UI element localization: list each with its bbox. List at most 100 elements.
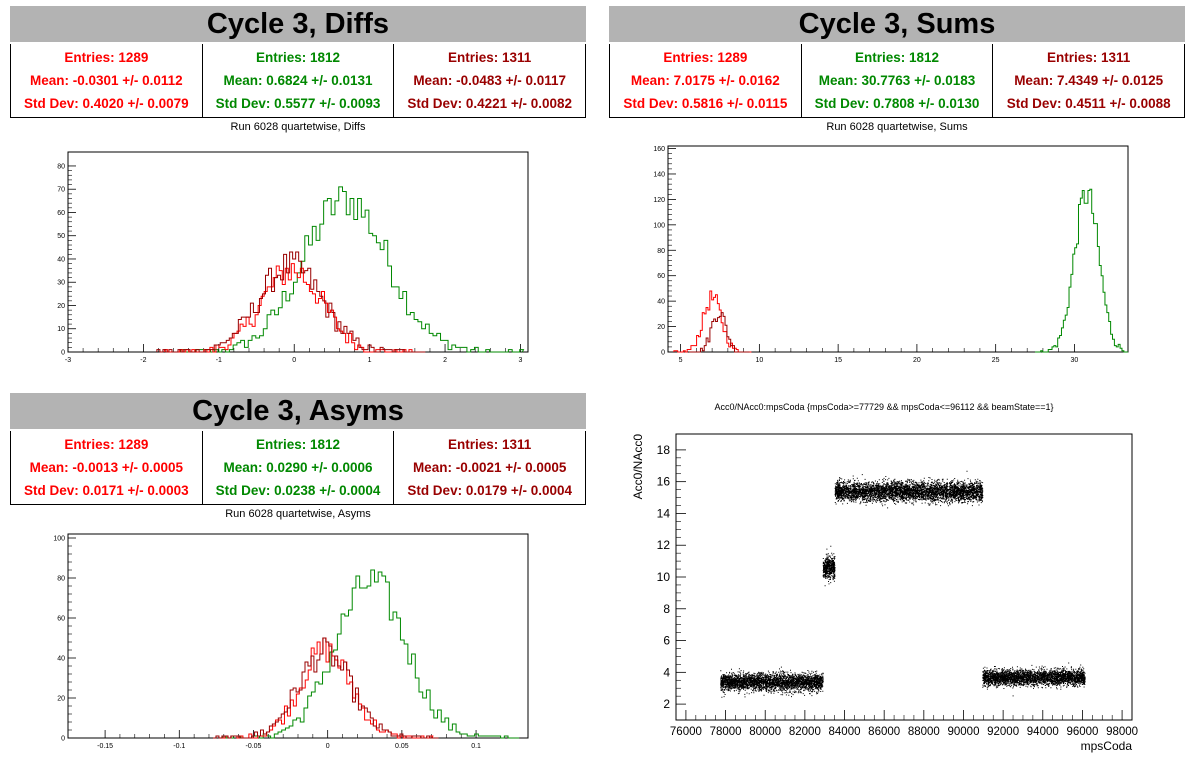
x-tick-label: 86000 xyxy=(868,726,900,738)
scatter-title: Acc0/NAcc0:mpsCoda {mpsCoda>=77729 && mp… xyxy=(714,402,1053,412)
y-tick-label: 20 xyxy=(657,324,665,331)
stats-cell-green: Entries: 1812 Mean: 30.7763 +/- 0.0183 S… xyxy=(802,44,994,117)
mean-text: Mean: 0.0290 +/- 0.0006 xyxy=(223,460,373,475)
y-tick-label: 0 xyxy=(61,350,65,357)
x-tick-label: 5 xyxy=(679,357,683,364)
y-tick-label: 0 xyxy=(61,736,65,743)
std-text: Std Dev: 0.4020 +/- 0.0079 xyxy=(23,96,189,111)
x-tick-label: -0.15 xyxy=(97,743,113,750)
y-tick-label: 20 xyxy=(57,696,65,703)
entries-text: Entries: 1812 xyxy=(255,50,341,65)
std-text: Std Dev: 0.5577 +/- 0.0093 xyxy=(215,96,381,111)
y-tick-label: 100 xyxy=(53,536,65,543)
histogram-red xyxy=(673,290,752,353)
acc0-scatter-plot: Acc0/NAcc0:mpsCoda {mpsCoda>=77729 && mp… xyxy=(631,402,1138,753)
y-tick-label: 80 xyxy=(57,576,65,583)
histogram-darkred xyxy=(213,637,439,739)
x-tick-label: 90000 xyxy=(947,726,979,738)
y-tick-label: 50 xyxy=(57,233,65,240)
y-tick-label: 0 xyxy=(661,350,665,357)
x-tick-label: 84000 xyxy=(829,726,861,738)
diffs-histogram: 0 10 20 30 40 50 60 70 80 -3 -2 -1 0 1 2 3 xyxy=(57,151,529,364)
std-text: Std Dev: 0.0238 +/- 0.0004 xyxy=(215,483,381,498)
y-tick-label: 10 xyxy=(57,326,65,333)
sums-subtitle: Run 6028 quartetwise, Sums xyxy=(826,121,968,133)
x-tick-label: 0.1 xyxy=(471,743,481,750)
mean-text: Mean: -0.0021 +/- 0.0005 xyxy=(412,460,567,475)
histogram-red xyxy=(164,263,422,353)
histogram-green xyxy=(221,569,520,739)
y-tick-label: 8 xyxy=(663,602,670,616)
x-tick-label: -1 xyxy=(216,357,222,364)
y-tick-label: 30 xyxy=(57,280,65,287)
mean-text: Mean: -0.0483 +/- 0.0117 xyxy=(413,73,567,88)
x-tick-label: 96000 xyxy=(1066,726,1098,738)
x-tick-label: 98000 xyxy=(1106,726,1138,738)
y-tick-label: 14 xyxy=(657,506,671,520)
plot-frame xyxy=(67,151,529,353)
std-text: Std Dev: 0.0171 +/- 0.0003 xyxy=(23,483,189,498)
x-tick-label: 30 xyxy=(1071,357,1079,364)
stats-cell-red: Entries: 1289 Mean: 7.0175 +/- 0.0162 St… xyxy=(610,44,802,117)
x-tick-label: 15 xyxy=(834,357,842,364)
y-tick-label: 12 xyxy=(657,538,671,552)
x-tick-label: 0 xyxy=(292,357,296,364)
stats-cell-darkred: Entries: 1311 Mean: 7.4349 +/- 0.0125 St… xyxy=(993,44,1184,117)
stats-cell-green: Entries: 1812 Mean: 0.6824 +/- 0.0131 St… xyxy=(203,44,395,117)
std-text: Std Dev: 0.0179 +/- 0.0004 xyxy=(407,483,573,498)
mean-text: Mean: 30.7763 +/- 0.0183 xyxy=(818,73,976,88)
asyms-stats-box: Entries: 1289 Mean: -0.0013 +/- 0.0005 S… xyxy=(10,431,586,505)
stats-cell-darkred: Entries: 1311 Mean: -0.0021 +/- 0.0005 S… xyxy=(394,431,585,504)
y-tick-label: 60 xyxy=(57,616,65,623)
y-tick-label: 140 xyxy=(653,171,665,178)
y-tick-label: 160 xyxy=(653,146,665,153)
y-axis-label: Acc0/NAcc0 xyxy=(631,434,645,500)
x-tick-label: -2 xyxy=(140,357,146,364)
std-text: Std Dev: 0.4221 +/- 0.0082 xyxy=(407,96,573,111)
x-tick-label: -0.1 xyxy=(173,743,185,750)
y-tick-label: 40 xyxy=(657,299,665,306)
std-text: Std Dev: 0.4511 +/- 0.0088 xyxy=(1006,96,1171,111)
y-tick-label: 4 xyxy=(663,665,670,679)
y-tick-label: 80 xyxy=(57,163,65,170)
x-tick-label: 0.05 xyxy=(395,743,409,750)
std-text: Std Dev: 0.5816 +/- 0.0115 xyxy=(623,96,788,111)
x-tick-label: -3 xyxy=(65,357,71,364)
asyms-histogram: 0 20 40 60 80 100 -0.15 -0.1 -0.05 0 0.05 0.1 xyxy=(53,533,529,750)
histogram-green xyxy=(169,186,525,353)
histogram-darkred xyxy=(689,312,750,353)
histogram-red xyxy=(219,637,434,739)
asyms-banner: Cycle 3, Asyms xyxy=(10,393,586,429)
entries-text: Entries: 1289 xyxy=(64,437,149,452)
diffs-subtitle: Run 6028 quartetwise, Diffs xyxy=(230,121,366,133)
x-tick-label: 0 xyxy=(326,743,330,750)
y-tick-label: 16 xyxy=(657,475,671,489)
entries-text: Entries: 1812 xyxy=(255,437,341,452)
x-tick-label: 94000 xyxy=(1027,726,1059,738)
x-tick-label: 78000 xyxy=(710,726,742,738)
x-tick-label: 20 xyxy=(913,357,921,364)
sums-stats-box: Entries: 1289 Mean: 7.0175 +/- 0.0162 St… xyxy=(609,44,1185,118)
x-tick-label: 10 xyxy=(755,357,763,364)
y-tick-label: 40 xyxy=(57,256,65,263)
y-tick-label: 120 xyxy=(653,197,665,204)
y-tick-label: 80 xyxy=(657,248,665,255)
stats-cell-red: Entries: 1289 Mean: -0.0013 +/- 0.0005 S… xyxy=(11,431,203,504)
x-tick-label: 76000 xyxy=(670,726,702,738)
x-tick-label: 88000 xyxy=(908,726,940,738)
entries-text: Entries: 1311 xyxy=(448,50,532,65)
diffs-banner: Cycle 3, Diffs xyxy=(10,6,586,42)
mean-text: Mean: -0.0013 +/- 0.0005 xyxy=(29,460,184,475)
y-tick-label: 60 xyxy=(657,273,665,280)
entries-text: Entries: 1812 xyxy=(854,50,940,65)
y-tick-label: 2 xyxy=(663,697,670,711)
entries-text: Entries: 1311 xyxy=(1047,50,1131,65)
y-tick-label: 18 xyxy=(657,443,671,457)
stats-cell-red: Entries: 1289 Mean: -0.0301 +/- 0.0112 S… xyxy=(11,44,203,117)
x-tick-label: 82000 xyxy=(789,726,821,738)
entries-text: Entries: 1311 xyxy=(448,437,532,452)
y-tick-label: 20 xyxy=(57,303,65,310)
stats-cell-darkred: Entries: 1311 Mean: -0.0483 +/- 0.0117 S… xyxy=(394,44,585,117)
x-tick-label: 92000 xyxy=(987,726,1019,738)
mean-text: Mean: 7.4349 +/- 0.0125 xyxy=(1014,73,1164,88)
